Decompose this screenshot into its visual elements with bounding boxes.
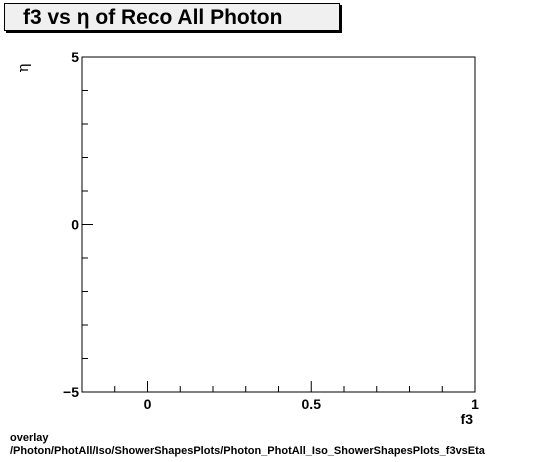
y-tick-label: −5 xyxy=(63,384,79,400)
footer-line-1: overlay xyxy=(10,432,49,444)
footer: overlay /Photon/PhotAll/Iso/ShowerShapes… xyxy=(10,432,546,458)
title-box: f3 vs η of Reco All Photon xyxy=(4,3,340,31)
x-tick-label: 0.5 xyxy=(302,396,322,412)
y-axis-label: η xyxy=(14,64,32,73)
x-tick-label: 1 xyxy=(471,396,479,412)
y-tick-labels: −5 0 5 xyxy=(63,49,79,400)
plot-area: 0 0.5 1 −505 f3 η xyxy=(14,49,480,427)
y-tick-label: 0 xyxy=(71,217,79,233)
y-tick-label: 5 xyxy=(71,49,79,65)
y-axis xyxy=(82,56,93,393)
chart-title: f3 vs η of Reco All Photon xyxy=(23,6,283,29)
plot-frame xyxy=(81,56,476,393)
x-axis xyxy=(114,381,476,392)
x-tick-label: 0 xyxy=(144,396,152,412)
x-tick-labels: 0 0.5 1 xyxy=(144,396,480,412)
x-axis-label: f3 xyxy=(461,411,474,427)
footer-line-2: /Photon/PhotAll/Iso/ShowerShapesPlots/Ph… xyxy=(10,445,485,457)
